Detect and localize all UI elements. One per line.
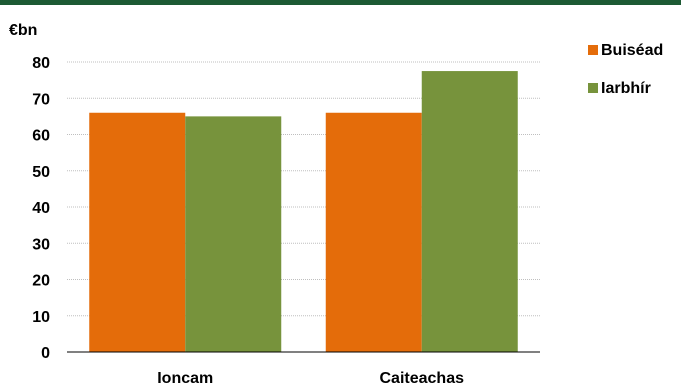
y-tick-label: 60	[32, 128, 50, 145]
x-category-label: Ioncam	[157, 370, 213, 385]
legend-swatch-buiséad	[588, 45, 598, 55]
x-category-label: Caiteachas	[380, 370, 465, 385]
bar-iarbhír-ioncam	[185, 116, 282, 352]
bar-buiséad-caiteachas	[325, 112, 422, 352]
bar-buiséad-ioncam	[89, 112, 186, 352]
top-rule	[0, 0, 681, 5]
labels: 0 10 20 30 40 50 60 70 80 €bn Ioncam Caiteachas	[9, 22, 464, 385]
y-tick-label: 40	[32, 200, 50, 217]
y-tick-label: 0	[41, 345, 50, 362]
y-tick-label: 70	[32, 91, 50, 108]
y-tick-label: 20	[32, 273, 50, 290]
bar-iarbhír-caiteachas	[421, 71, 518, 352]
legend-label: Buiséad	[601, 42, 663, 59]
y-tick-label: 80	[32, 55, 50, 72]
legend-label: Iarbhír	[601, 80, 651, 97]
bars	[89, 71, 518, 352]
y-tick-label: 30	[32, 236, 50, 253]
legend-swatch-iarbhír	[588, 83, 598, 93]
legend: Buiséad Iarbhír	[588, 42, 663, 97]
y-tick-label: 50	[32, 164, 50, 181]
unit-label: €bn	[9, 22, 37, 39]
y-tick-label: 10	[32, 309, 50, 326]
